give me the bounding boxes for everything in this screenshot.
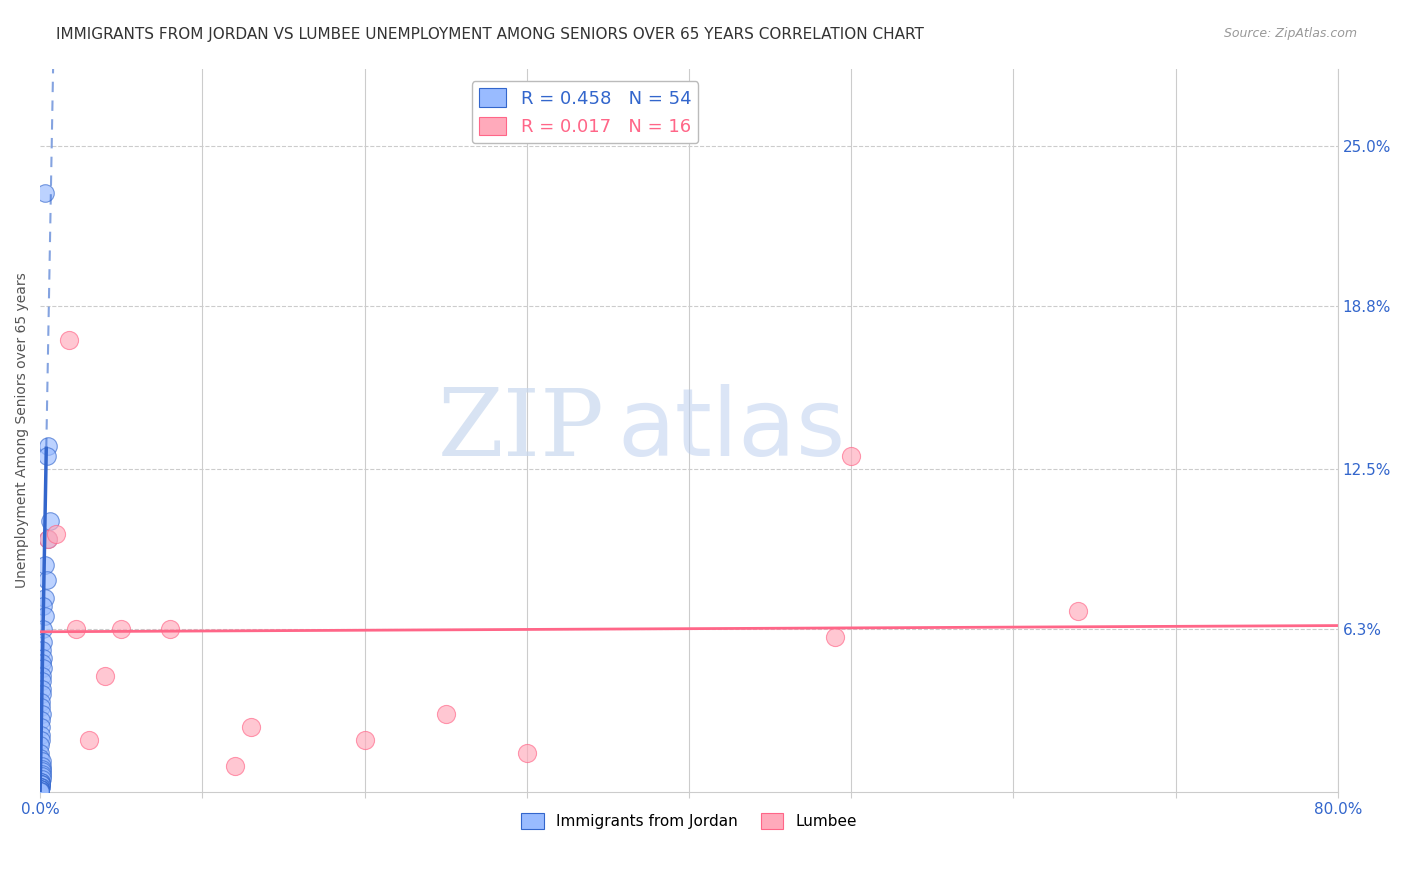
Point xyxy=(38,514,60,528)
Point xyxy=(30,777,52,791)
Point xyxy=(32,661,55,675)
Text: Source: ZipAtlas.com: Source: ZipAtlas.com xyxy=(1223,27,1357,40)
Point xyxy=(30,777,52,791)
Point xyxy=(30,739,52,753)
Point xyxy=(30,733,52,747)
Point xyxy=(224,759,246,773)
Point xyxy=(30,783,52,797)
Point xyxy=(839,449,862,463)
Point xyxy=(30,728,52,742)
Point xyxy=(32,599,55,613)
Point xyxy=(77,733,100,747)
Point xyxy=(34,558,56,572)
Point xyxy=(31,764,53,779)
Point xyxy=(30,782,52,797)
Point xyxy=(30,694,52,708)
Point xyxy=(32,650,55,665)
Point xyxy=(34,186,56,200)
Point xyxy=(30,713,52,727)
Point xyxy=(31,687,53,701)
Point xyxy=(37,532,59,546)
Point xyxy=(30,780,52,794)
Point xyxy=(434,707,457,722)
Point xyxy=(30,783,52,797)
Y-axis label: Unemployment Among Seniors over 65 years: Unemployment Among Seniors over 65 years xyxy=(15,272,30,588)
Point xyxy=(353,733,375,747)
Point xyxy=(240,720,263,734)
Point xyxy=(31,767,53,781)
Point xyxy=(32,635,55,649)
Point xyxy=(31,759,53,773)
Point xyxy=(30,782,52,797)
Point xyxy=(31,707,53,722)
Point xyxy=(31,772,53,786)
Point xyxy=(30,782,52,797)
Point xyxy=(30,774,52,789)
Point xyxy=(30,782,52,797)
Point xyxy=(34,591,56,606)
Text: ZIP: ZIP xyxy=(437,385,605,475)
Legend: Immigrants from Jordan, Lumbee: Immigrants from Jordan, Lumbee xyxy=(515,806,863,835)
Point xyxy=(30,780,52,794)
Point xyxy=(31,754,53,768)
Point xyxy=(30,699,52,714)
Text: atlas: atlas xyxy=(617,384,846,476)
Point xyxy=(37,532,59,546)
Point xyxy=(32,622,55,636)
Point xyxy=(30,777,52,791)
Point xyxy=(30,720,52,734)
Point xyxy=(31,762,53,776)
Point xyxy=(31,681,53,696)
Point xyxy=(516,746,538,760)
Point xyxy=(35,449,58,463)
Point xyxy=(31,643,53,657)
Point xyxy=(31,769,53,783)
Point xyxy=(30,784,52,798)
Point xyxy=(31,673,53,688)
Point xyxy=(45,526,67,541)
Point xyxy=(30,784,52,798)
Text: IMMIGRANTS FROM JORDAN VS LUMBEE UNEMPLOYMENT AMONG SENIORS OVER 65 YEARS CORREL: IMMIGRANTS FROM JORDAN VS LUMBEE UNEMPLO… xyxy=(56,27,924,42)
Point xyxy=(110,622,132,636)
Point xyxy=(30,746,52,760)
Point xyxy=(37,439,59,453)
Point xyxy=(31,669,53,683)
Point xyxy=(65,622,87,636)
Point xyxy=(34,609,56,624)
Point xyxy=(30,751,52,765)
Point xyxy=(30,774,52,789)
Point xyxy=(30,782,52,797)
Point xyxy=(1067,604,1090,618)
Point xyxy=(94,669,117,683)
Point xyxy=(824,630,846,644)
Point xyxy=(31,656,53,670)
Point xyxy=(159,622,181,636)
Point xyxy=(35,573,58,587)
Point xyxy=(30,780,52,794)
Point xyxy=(58,333,80,347)
